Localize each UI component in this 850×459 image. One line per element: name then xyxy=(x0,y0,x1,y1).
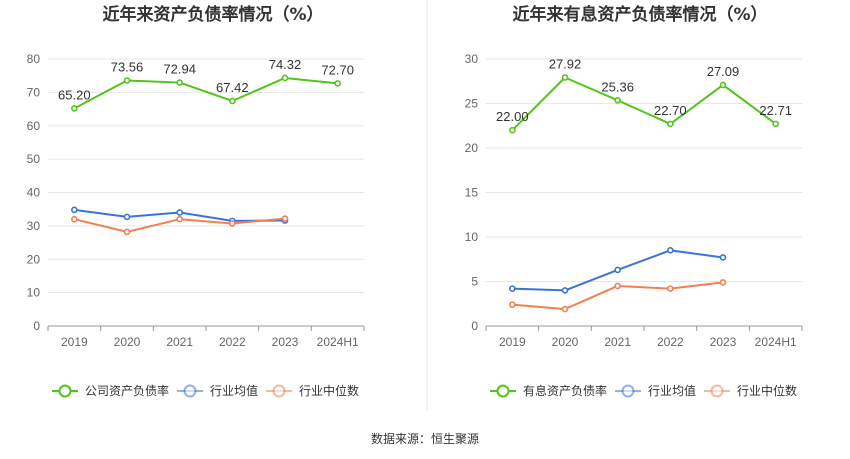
data-label: 72.70 xyxy=(321,62,354,77)
data-point xyxy=(719,254,727,261)
x-tick-label: 2023 xyxy=(710,335,737,349)
data-label: 67.42 xyxy=(216,80,249,95)
series-line xyxy=(511,76,777,131)
data-point xyxy=(123,213,131,221)
legend-item: 有息资产负债率 xyxy=(490,383,607,398)
data-label: 27.09 xyxy=(707,64,740,79)
data-point xyxy=(614,266,621,274)
y-tick-label: 50 xyxy=(27,152,41,166)
legend-label: 有息资产负债率 xyxy=(523,383,607,398)
data-point xyxy=(614,96,621,104)
legend-label: 公司资产负债率 xyxy=(85,383,169,398)
data-point xyxy=(667,247,674,254)
data-point xyxy=(561,287,569,294)
y-tick-label: 30 xyxy=(465,52,479,66)
legend-marker xyxy=(621,384,635,398)
y-tick-label: 15 xyxy=(465,186,479,200)
x-tick-label: 2021 xyxy=(604,335,631,349)
data-label: 22.71 xyxy=(759,103,792,118)
legend-marker xyxy=(710,384,724,398)
legend-label: 行业均值 xyxy=(210,383,258,398)
legend-item: 行业均值 xyxy=(177,383,258,398)
legend-item: 行业中位数 xyxy=(266,383,359,398)
legend-marker xyxy=(496,384,510,398)
legend-label: 行业中位数 xyxy=(299,383,359,398)
data-point xyxy=(509,301,516,308)
data-label: 72.94 xyxy=(163,62,196,77)
data-point xyxy=(667,120,674,128)
data-label: 74.32 xyxy=(269,57,302,72)
x-tick-label: 2021 xyxy=(166,335,193,349)
legend-item: 行业均值 xyxy=(615,383,696,398)
y-tick-label: 60 xyxy=(27,119,41,133)
data-label: 65.20 xyxy=(58,87,91,102)
y-tick-label: 20 xyxy=(465,141,479,155)
chart-interest-debt-ratio: 近年来有息资产负债率情况（%） 0 5 10 15 20 25 30 2019 2020 2021 2… xyxy=(465,4,803,398)
data-point xyxy=(719,81,727,89)
y-tick-label: 20 xyxy=(27,252,41,266)
data-point xyxy=(123,77,131,84)
data-point xyxy=(772,120,779,128)
data-label: 73.56 xyxy=(111,59,144,74)
legend-label: 行业均值 xyxy=(648,383,696,398)
y-tick-label: 10 xyxy=(27,286,41,300)
legend-marker xyxy=(183,384,197,398)
x-tick-label: 2022 xyxy=(219,335,246,349)
y-tick-label: 0 xyxy=(33,319,40,333)
chart-title: 近年来资产负债率情况（%） xyxy=(102,4,323,25)
y-tick-label: 70 xyxy=(27,85,41,99)
y-tick-label: 5 xyxy=(471,275,478,289)
series-line xyxy=(73,76,338,110)
data-point xyxy=(71,105,78,112)
y-tick-label: 30 xyxy=(27,219,41,233)
data-point xyxy=(719,279,727,286)
data-point xyxy=(509,126,516,134)
y-tick-label: 0 xyxy=(471,319,478,333)
data-point xyxy=(229,220,236,227)
data-point xyxy=(281,215,289,222)
data-label: 22.70 xyxy=(654,103,687,118)
chart-debt-ratio: 近年来资产负债率情况（%） 0 10 20 30 40 50 60 70 80 2019 2020 20… xyxy=(27,4,365,398)
x-tick-label: 2019 xyxy=(61,335,88,349)
y-tick-label: 25 xyxy=(465,97,479,111)
x-tick-label: 2020 xyxy=(114,335,141,349)
data-point xyxy=(281,74,289,82)
data-label: 27.92 xyxy=(549,57,582,72)
x-tick-label: 2019 xyxy=(499,335,526,349)
legend-item: 行业中位数 xyxy=(704,383,797,398)
data-label: 25.36 xyxy=(601,79,634,94)
legend-marker xyxy=(272,384,286,398)
data-label: 22.00 xyxy=(496,109,529,124)
x-tick-label: 2022 xyxy=(657,335,684,349)
x-tick-label: 2024H1 xyxy=(755,335,797,349)
y-tick-label: 40 xyxy=(27,186,41,200)
data-point xyxy=(176,215,183,223)
x-tick-label: 2024H1 xyxy=(317,335,359,349)
data-point xyxy=(176,209,183,216)
y-tick-label: 10 xyxy=(465,230,479,244)
chart-title: 近年来有息资产负债率情况（%） xyxy=(512,4,767,25)
y-tick-label: 80 xyxy=(27,52,41,66)
legend-marker xyxy=(58,384,72,398)
data-point xyxy=(561,74,569,81)
x-tick-label: 2023 xyxy=(272,335,299,349)
data-point xyxy=(667,285,674,292)
data-point xyxy=(71,215,78,223)
data-point xyxy=(123,228,131,236)
source-label: 数据来源：恒生聚源 xyxy=(371,431,479,446)
data-point xyxy=(176,79,183,86)
x-tick-label: 2020 xyxy=(552,335,579,349)
data-point xyxy=(614,282,621,290)
data-point xyxy=(229,97,236,105)
data-point xyxy=(561,305,569,313)
data-point xyxy=(71,206,78,214)
legend-label: 行业中位数 xyxy=(737,383,797,398)
data-point xyxy=(509,285,516,292)
data-point xyxy=(334,80,341,87)
legend-item: 公司资产负债率 xyxy=(52,383,169,398)
